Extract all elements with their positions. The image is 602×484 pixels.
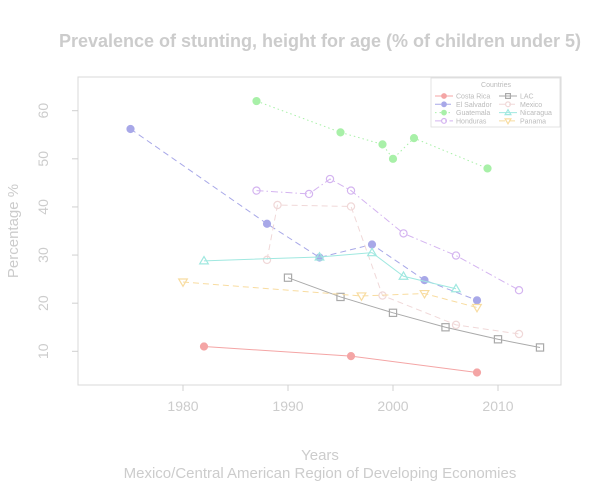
data-point-lac [388, 308, 398, 318]
y-tick-label: 30 [35, 247, 51, 263]
data-point-honduras [451, 251, 461, 260]
y-tick-label: 40 [35, 199, 51, 215]
data-point-mexico [346, 202, 356, 211]
legend-label-nicaragua: Nicaragua [520, 110, 552, 117]
data-point-el-salvador [262, 219, 272, 228]
y-tick-label: 60 [35, 103, 51, 119]
series-line-panama [182, 281, 478, 309]
data-point-costa-rica [199, 342, 209, 351]
data-point-panama [419, 289, 430, 300]
chart-subtitle: Mexico/Central American Region of Develo… [124, 465, 517, 482]
x-axis-label: Years [301, 447, 339, 464]
legend-label-mexico: Mexico [520, 102, 542, 109]
data-point-guatemala [409, 134, 419, 143]
x-tick-label: 1990 [272, 398, 303, 414]
legend-marker-honduras [441, 117, 448, 124]
data-point-honduras [514, 285, 524, 295]
data-point-nicaragua [198, 255, 210, 265]
data-point-nicaragua [366, 247, 378, 257]
legend-marker-mexico [505, 101, 512, 108]
data-point-el-salvador [472, 296, 482, 305]
y-tick-label: 50 [35, 151, 51, 167]
legend-label-honduras: Honduras [456, 118, 487, 125]
data-point-honduras [252, 186, 261, 195]
series-line-nicaragua [203, 252, 457, 290]
series-line-el-salvador [130, 128, 478, 301]
legend-marker-lac [505, 92, 512, 99]
legend-marker-costa-rica [441, 93, 447, 99]
data-point-honduras [325, 174, 335, 184]
legend-label-guatemala: Guatemala [456, 110, 490, 117]
data-point-guatemala [336, 128, 345, 137]
legend-title: Countries [481, 82, 511, 89]
x-axis: 1980 1990 2000 2010 [167, 385, 514, 414]
data-point-mexico [451, 320, 461, 330]
series-line-mexico [266, 204, 520, 335]
legend-label-lac: LAC [520, 94, 534, 101]
series-line-guatemala [256, 100, 488, 169]
series-line-costa-rica [203, 346, 478, 373]
data-point-panama [177, 278, 189, 288]
y-tick-label: 10 [35, 343, 51, 359]
y-axis-label: Percentage % [5, 184, 22, 278]
data-point-honduras [399, 229, 408, 238]
series-line-honduras [256, 178, 520, 291]
x-tick-label: 1980 [167, 398, 198, 414]
data-point-nicaragua [398, 270, 409, 280]
data-point-mexico [262, 255, 272, 265]
legend-marker-panama [504, 118, 512, 125]
data-point-costa-rica [472, 368, 482, 377]
x-tick-label: 2000 [377, 398, 408, 414]
data-point-panama [471, 303, 483, 314]
data-point-panama [356, 292, 367, 302]
data-point-lac [283, 273, 293, 282]
data-point-lac [336, 292, 345, 302]
data-point-el-salvador [420, 275, 429, 285]
x-tick-label: 2010 [482, 398, 513, 414]
y-axis: 10 20 30 40 50 60 [35, 103, 78, 359]
legend-label-el-salvador: El Salvador [456, 102, 492, 109]
legend-label-costa-rica: Costa Rica [456, 94, 490, 101]
series-line-lac [287, 277, 541, 348]
data-point-nicaragua [314, 251, 325, 261]
data-point-guatemala [378, 140, 387, 149]
data-point-mexico [514, 329, 524, 339]
plot-area-frame [77, 76, 562, 386]
data-point-lac [493, 335, 503, 344]
data-point-el-salvador [367, 240, 377, 249]
series-layer [126, 96, 545, 377]
data-point-el-salvador [126, 124, 135, 134]
data-point-costa-rica [346, 352, 356, 361]
data-point-mexico [273, 200, 282, 210]
legend-box [430, 77, 561, 128]
data-point-lac [535, 343, 545, 352]
legend-marker-guatemala [441, 109, 447, 116]
data-point-honduras [304, 189, 314, 199]
y-tick-label: 20 [35, 295, 51, 311]
data-point-nicaragua [450, 283, 462, 293]
chart-title: Prevalence of stunting, height for age (… [59, 31, 581, 51]
data-point-lac [441, 323, 450, 332]
legend-marker-el-salvador [441, 101, 447, 108]
data-point-honduras [346, 186, 356, 195]
data-point-guatemala [388, 154, 398, 163]
data-point-guatemala [252, 96, 261, 106]
legend-marker-nicaragua [504, 108, 512, 116]
legend-label-panama: Panama [520, 118, 546, 125]
data-point-guatemala [483, 164, 492, 173]
